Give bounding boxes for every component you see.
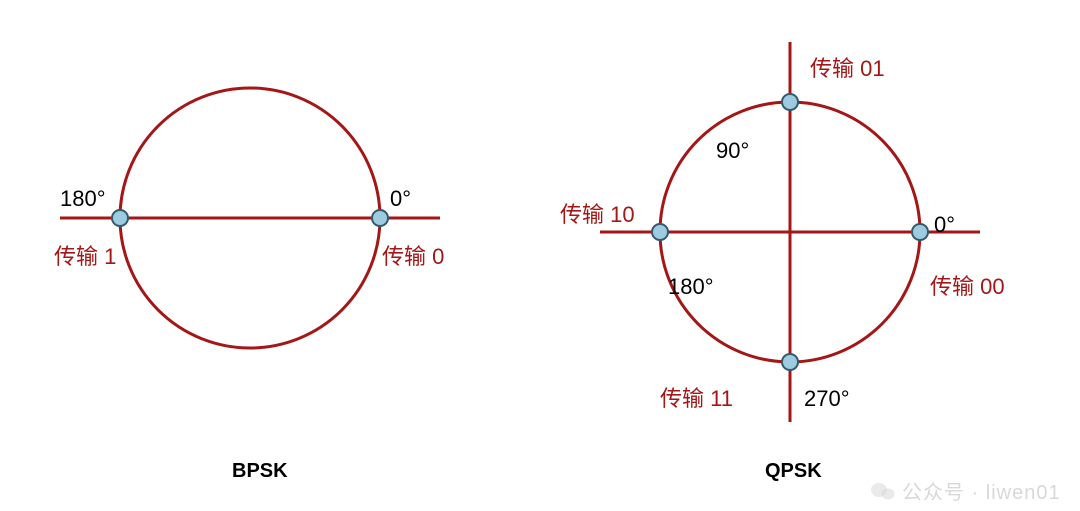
constellation-point [782, 94, 798, 110]
bpsk-label-180deg: 180° [60, 188, 106, 210]
qpsk-label-tx00: 传输 00 [930, 276, 1005, 298]
constellation-point [652, 224, 668, 240]
constellation-point [782, 354, 798, 370]
bpsk-label-tx1: 传输 1 [54, 246, 116, 268]
qpsk-label-270deg: 270° [804, 388, 850, 410]
constellation-point [912, 224, 928, 240]
watermark: 公众号 · liwen01 [870, 476, 1061, 505]
constellation-point [112, 210, 128, 226]
bpsk-label-tx0: 传输 0 [382, 246, 444, 268]
diagram-svg [0, 0, 1080, 511]
watermark-text: 公众号 · liwen01 [902, 476, 1061, 505]
qpsk-label-tx11: 传输 11 [660, 388, 733, 410]
constellation-point [372, 210, 388, 226]
wechat-icon [870, 480, 896, 502]
diagram-stage: 180° 0° 传输 1 传输 0 传输 01 90° 传输 10 0° 180… [0, 0, 1080, 511]
qpsk-label-tx01: 传输 01 [810, 58, 885, 80]
bpsk-label-0deg: 0° [390, 188, 411, 210]
qpsk-label-90deg: 90° [716, 140, 749, 162]
qpsk-label-0deg: 0° [934, 214, 955, 236]
qpsk-caption: QPSK [765, 460, 822, 483]
bpsk-caption: BPSK [232, 460, 288, 483]
qpsk-label-tx10: 传输 10 [560, 204, 635, 226]
qpsk-label-180deg: 180° [668, 276, 714, 298]
